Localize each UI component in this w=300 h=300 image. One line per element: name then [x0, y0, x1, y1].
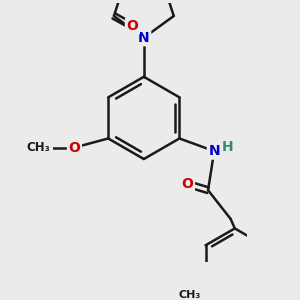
Text: O: O [127, 19, 138, 33]
Text: N: N [208, 144, 220, 158]
Text: N: N [138, 31, 150, 45]
Text: H: H [222, 140, 233, 154]
Text: O: O [182, 177, 194, 191]
Text: CH₃: CH₃ [26, 141, 50, 154]
Text: O: O [68, 140, 80, 154]
Text: CH₃: CH₃ [178, 290, 201, 300]
